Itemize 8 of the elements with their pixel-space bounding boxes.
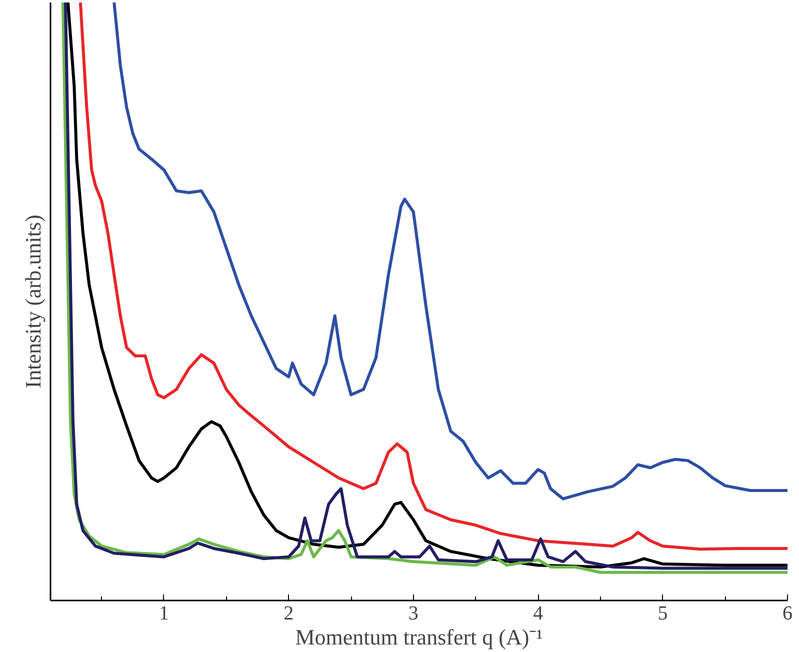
x-tick-label: 1 — [158, 602, 169, 624]
x-tick-label: 2 — [284, 602, 294, 624]
y-axis-title: Intensity (arb.units) — [20, 214, 46, 388]
x-tick-label: 4 — [533, 602, 544, 624]
x-axis-title: Momentum transfert q (A)⁻¹ — [295, 624, 543, 650]
x-tick-label: 5 — [658, 602, 668, 624]
x-tick-label: 3 — [408, 602, 418, 624]
x-tick-label: 6 — [782, 602, 792, 624]
